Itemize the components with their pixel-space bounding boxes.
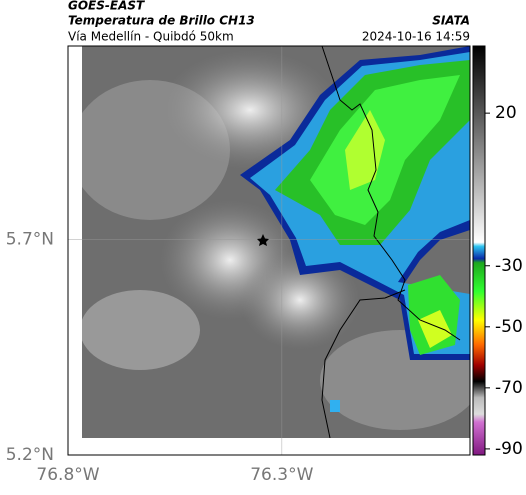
datetime: 2024-10-16 14:59 xyxy=(362,30,470,44)
colorbar-tick-label: 20 xyxy=(495,103,517,123)
title: GOES-EAST xyxy=(68,0,145,13)
colorbar-tick-label: -30 xyxy=(495,256,523,276)
x-tick-label: 76.3°W xyxy=(250,465,313,485)
satellite-image xyxy=(82,46,470,438)
colorbar xyxy=(472,45,486,456)
colorbar-tick-label: -70 xyxy=(495,378,523,398)
region: Vía Medellín - Quibdó 50km xyxy=(68,30,234,44)
location-star xyxy=(257,234,269,246)
y-tick-label: 5.2°N xyxy=(6,445,54,465)
colorbar-tick-label: -50 xyxy=(495,317,523,337)
colorbar-tick-label: -90 xyxy=(495,439,523,459)
x-tick-label: 76.8°W xyxy=(36,465,99,485)
source: SIATA xyxy=(432,14,470,28)
y-tick-label: 5.7°N xyxy=(6,230,54,250)
map-frame xyxy=(67,45,471,456)
subtitle: Temperatura de Brillo CH13 xyxy=(68,14,255,28)
